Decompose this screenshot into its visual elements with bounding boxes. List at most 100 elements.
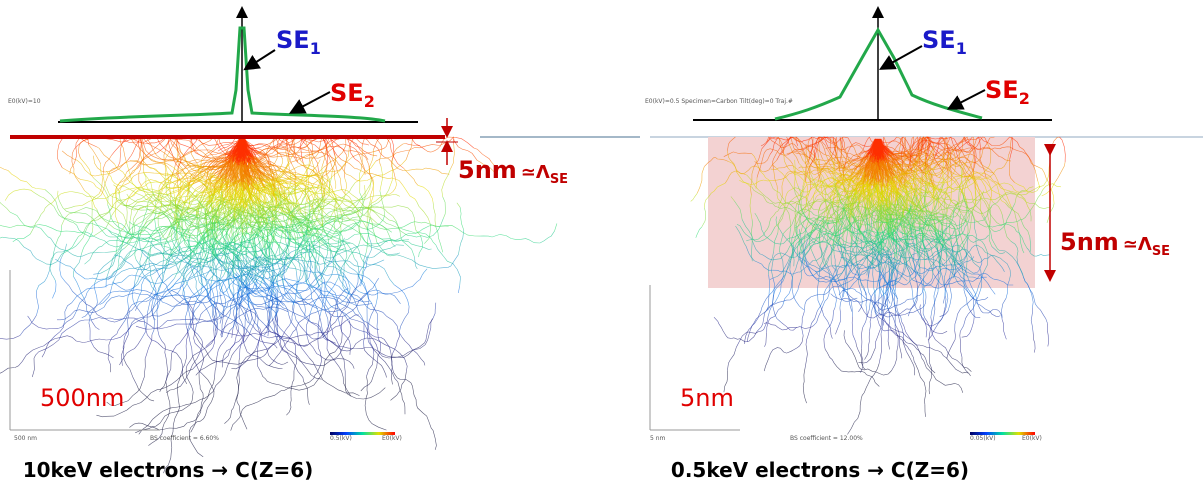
trajectory	[862, 372, 874, 380]
trajectory	[425, 149, 437, 152]
trajectory	[257, 325, 268, 350]
trajectory	[118, 286, 133, 291]
trajectory	[231, 410, 243, 431]
trajectory	[691, 193, 698, 201]
trajectory	[359, 245, 377, 247]
trajectory	[967, 318, 974, 337]
trajectory	[441, 255, 459, 268]
trajectory	[121, 204, 127, 231]
trajectory	[990, 311, 1001, 317]
trajectory	[769, 348, 781, 359]
trajectory	[367, 207, 392, 208]
trajectory	[950, 383, 963, 392]
trajectory	[417, 354, 425, 366]
trajectory	[278, 341, 290, 358]
trajectory	[74, 270, 88, 279]
trajectory	[1001, 298, 1006, 317]
trajectory	[888, 312, 905, 315]
trajectory	[158, 343, 177, 353]
trajectory	[924, 319, 927, 337]
left-panel: E0(kV)=10 SE1 SE2 5nm≃ΛSE 500nm 500 nm B…	[0, 12, 640, 482]
trajectory	[145, 335, 152, 359]
trajectory	[378, 362, 387, 377]
trajectory	[955, 309, 961, 331]
trajectory	[399, 307, 409, 333]
trajectory	[321, 377, 338, 390]
trajectory	[52, 281, 56, 298]
trajectory	[5, 191, 14, 200]
trajectory	[60, 258, 65, 282]
trajectory	[309, 365, 320, 382]
trajectory	[325, 268, 334, 287]
trajectory	[14, 189, 34, 192]
trajectory	[835, 329, 837, 335]
trajectory	[834, 363, 848, 372]
trajectory	[397, 299, 401, 304]
trajectory	[291, 371, 294, 397]
trajectory	[339, 367, 343, 383]
trajectory	[199, 373, 203, 393]
trajectory	[300, 326, 314, 340]
trajectory	[28, 316, 32, 323]
trajectory	[375, 388, 386, 396]
trajectory	[852, 317, 856, 342]
trajectory	[458, 286, 459, 293]
trajectory	[224, 417, 230, 423]
trajectory	[307, 143, 328, 155]
trajectory	[929, 371, 932, 394]
trajectory	[171, 418, 175, 448]
trajectory	[297, 358, 320, 366]
trajectory	[288, 301, 315, 305]
trajectory	[366, 260, 384, 268]
trajectory	[332, 255, 348, 272]
trajectory	[320, 357, 337, 366]
trajectory	[289, 397, 291, 412]
trajectory	[344, 171, 360, 181]
trajectory	[71, 220, 88, 224]
trajectory	[380, 191, 385, 215]
trajectory	[94, 284, 97, 302]
trajectory	[148, 443, 151, 446]
trajectory	[868, 315, 883, 318]
trajectory	[142, 359, 145, 383]
trajectory	[764, 359, 768, 371]
trajectory	[824, 329, 827, 350]
trajectory	[916, 364, 926, 387]
trajectory	[0, 237, 2, 245]
trajectory	[367, 296, 369, 323]
trajectory	[333, 217, 361, 223]
trajectory	[120, 290, 140, 292]
trajectory	[385, 228, 392, 233]
trajectory	[327, 327, 328, 349]
trajectory	[13, 234, 30, 242]
trajectory	[371, 247, 389, 255]
trajectory	[1031, 308, 1033, 333]
trajectory	[960, 331, 962, 357]
trajectory	[20, 315, 37, 335]
trajectory	[156, 268, 169, 290]
trajectory	[391, 395, 397, 400]
trajectory	[403, 185, 417, 202]
trajectory	[765, 302, 779, 313]
trajectory	[400, 228, 420, 233]
trajectory	[186, 196, 201, 197]
trajectory	[540, 231, 555, 243]
trajectory	[164, 402, 170, 423]
trajectory	[335, 330, 342, 352]
trajectory	[55, 259, 74, 270]
trajectory	[415, 222, 435, 226]
trajectory	[52, 192, 71, 203]
trajectory	[457, 203, 460, 207]
trajectory	[426, 168, 450, 174]
trajectory	[879, 334, 882, 364]
trajectory	[811, 311, 818, 327]
trajectory	[933, 375, 950, 385]
trajectory	[480, 234, 500, 237]
trajectory	[962, 336, 967, 337]
trajectory	[232, 329, 233, 338]
trajectory	[345, 377, 351, 396]
trajectory	[317, 266, 322, 286]
trajectory	[392, 221, 401, 238]
figure: E0(kV)=10 SE1 SE2 5nm≃ΛSE 500nm 500 nm B…	[0, 0, 1203, 497]
trajectory	[197, 160, 213, 161]
